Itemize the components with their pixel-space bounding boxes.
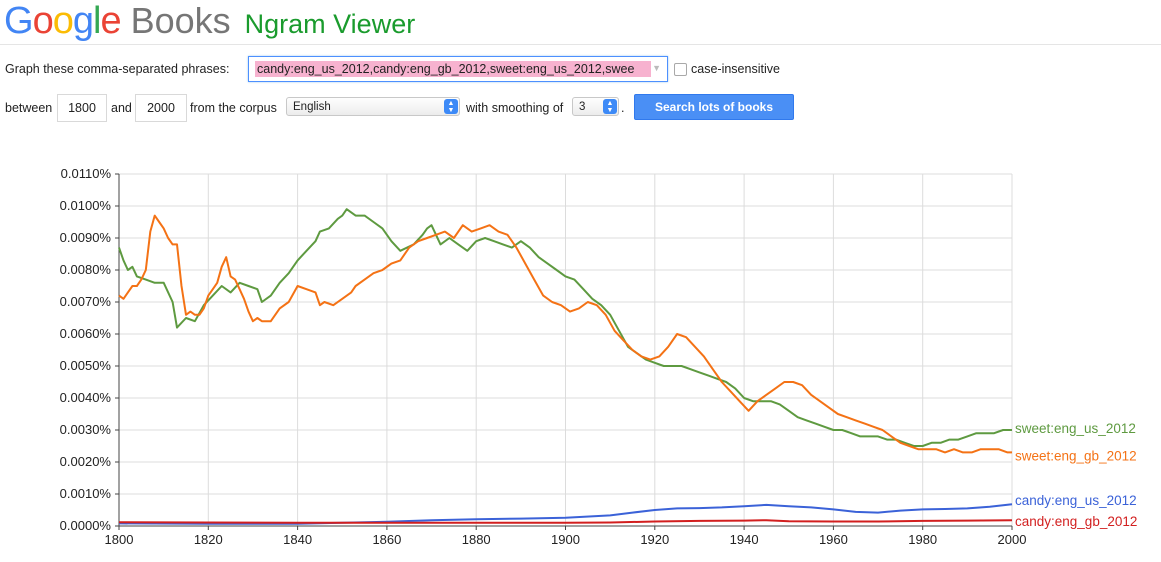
google-logo[interactable]: Google [4, 0, 122, 42]
x-tick-label: 1860 [372, 532, 401, 547]
from-corpus-label: from the corpus [190, 101, 277, 115]
x-tick-label: 1940 [730, 532, 759, 547]
select-arrows-icon: ▲ ▼ [444, 99, 458, 114]
corpus-value: English [293, 100, 331, 113]
case-insensitive-checkbox[interactable] [674, 62, 687, 76]
end-year-input[interactable]: 2000 [135, 94, 187, 122]
y-tick-label: 0.0080% [60, 262, 112, 277]
series-line [118, 519, 1013, 524]
logo-letter: o [32, 0, 54, 42]
ngram-chart: 0.0000% 0.0010% 0.0020% 0.0030% 0.0040% 0.005… [60, 166, 1138, 547]
phrases-input-value: candy:eng_us_2012,candy:eng_gb_2012,swee… [255, 61, 651, 77]
page-title: Ngram Viewer [244, 9, 416, 39]
series-label: sweet:eng_gb_2012 [1015, 448, 1137, 463]
series-label: candy:eng_us_2012 [1015, 493, 1137, 508]
y-tick-label: 0.0070% [60, 294, 112, 309]
and-label: and [111, 101, 132, 115]
y-tick-label: 0.0020% [60, 454, 112, 469]
logo-letter: o [52, 0, 74, 42]
x-tick-label: 2000 [998, 532, 1027, 547]
x-tick-label: 1840 [283, 532, 312, 547]
smoothing-value: 3 [579, 100, 586, 113]
y-tick-label: 0.0090% [60, 230, 112, 245]
logo-letter: e [100, 0, 121, 42]
x-tick-label: 1960 [819, 532, 848, 547]
x-tick-label: 1820 [194, 532, 223, 547]
header: Google Books Ngram Viewer [4, 0, 415, 44]
case-insensitive-label: case-insensitive [691, 62, 780, 76]
y-tick-label: 0.0040% [60, 390, 112, 405]
phrases-label: Graph these comma-separated phrases: [5, 62, 230, 76]
logo-letter: G [4, 0, 34, 42]
dropdown-caret-icon: ▼ [652, 63, 661, 73]
y-tick-label: 0.0060% [60, 326, 112, 341]
smoothing-select[interactable]: 3 ▲ ▼ [572, 97, 619, 116]
y-tick-label: 0.0110% [61, 166, 112, 181]
select-arrows-icon: ▲ ▼ [603, 99, 617, 114]
series-line [118, 208, 1012, 447]
logo-letter: g [72, 0, 94, 42]
period-text: . [621, 101, 625, 115]
corpus-select[interactable]: English ▲ ▼ [286, 97, 460, 116]
series-label: candy:eng_gb_2012 [1015, 514, 1137, 529]
search-button[interactable]: Search lots of books [634, 94, 794, 120]
case-insensitive-toggle[interactable]: case-insensitive [674, 62, 780, 76]
books-wordmark: Books [130, 0, 231, 41]
logo-letter: l [92, 0, 102, 42]
x-tick-label: 1920 [640, 532, 669, 547]
start-year-input[interactable]: 1800 [57, 94, 107, 122]
x-tick-label: 1900 [551, 532, 580, 547]
phrases-input[interactable]: candy:eng_us_2012,candy:eng_gb_2012,swee… [248, 56, 668, 82]
header-divider [0, 44, 1161, 45]
y-tick-label: 0.0030% [60, 422, 112, 437]
series-label: sweet:eng_us_2012 [1015, 421, 1136, 436]
series-line [118, 503, 1013, 525]
x-tick-label: 1800 [105, 532, 134, 547]
y-tick-label: 0.0010% [60, 486, 112, 501]
smoothing-label: with smoothing of [466, 101, 564, 115]
x-tick-label: 1880 [462, 532, 491, 547]
y-tick-label: 0.0100% [60, 198, 112, 213]
x-tick-label: 1980 [908, 532, 937, 547]
between-label: between [5, 101, 53, 115]
y-tick-label: 0.0000% [60, 518, 112, 533]
y-tick-label: 0.0050% [60, 358, 112, 373]
series-line [118, 214, 1012, 454]
